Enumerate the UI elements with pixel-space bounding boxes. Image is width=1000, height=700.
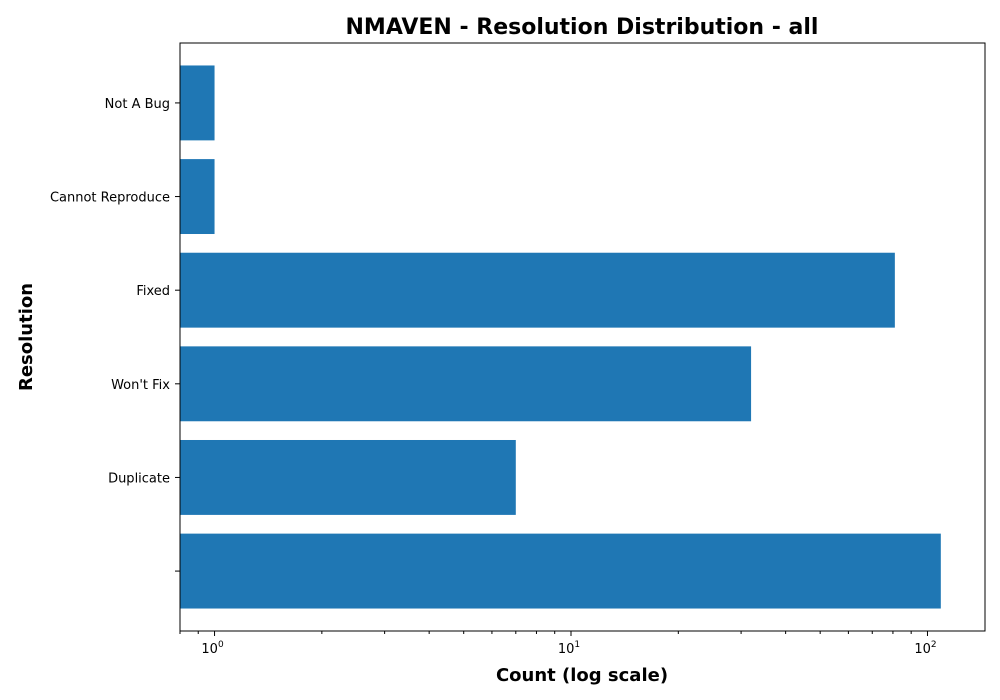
x-axis-ticks: 100 101 102	[179, 631, 937, 657]
y-tick-label: Duplicate	[108, 471, 170, 486]
bars-group	[180, 65, 941, 609]
y-tick-label: Fixed	[136, 284, 170, 299]
chart-title: NMAVEN - Resolution Distribution - all	[346, 15, 819, 40]
bar	[180, 439, 516, 515]
y-axis-label: Resolution	[16, 283, 37, 391]
x-tick-label: 101	[558, 640, 580, 657]
x-tick-label: 102	[914, 640, 936, 657]
plot-frame	[179, 42, 986, 632]
bar	[180, 159, 215, 235]
bar	[180, 346, 752, 422]
bar	[180, 252, 895, 328]
bar	[180, 533, 941, 609]
y-tick-label: Won't Fix	[111, 378, 170, 393]
x-tick-label: 100	[201, 640, 224, 657]
y-tick-label: Cannot Reproduce	[50, 191, 170, 206]
x-axis-label: Count (log scale)	[496, 665, 668, 686]
bar	[180, 65, 215, 141]
y-axis-ticks: Duplicate Won't Fix Fixed Cannot Reproduce N…	[50, 97, 180, 572]
y-tick-label: Not A Bug	[105, 97, 170, 112]
